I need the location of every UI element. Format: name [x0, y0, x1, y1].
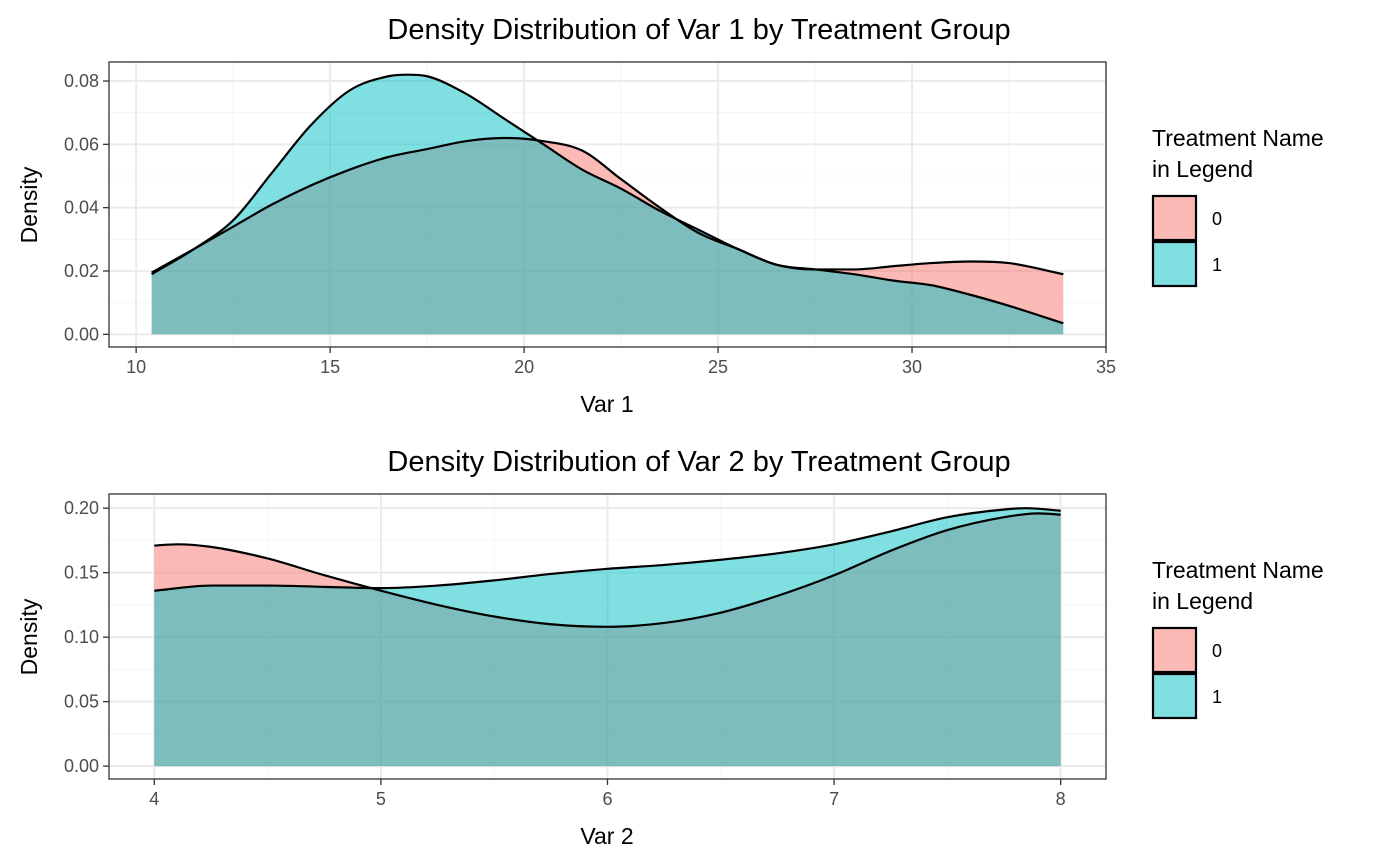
legend-title-line1-var1: Treatment Name	[1152, 125, 1324, 151]
y-tick-label: 0.15	[64, 563, 99, 583]
y-tick-label: 0.04	[64, 198, 99, 218]
axis-ticks-var1: 10 15 20 25 30 35 0.00 0.02 0.04 0.06 0.08	[64, 71, 1116, 377]
density-line-group-1	[154, 507, 1061, 592]
density-plot-var2: Density Distribution of Var 2 by Treatme…	[16, 446, 1324, 849]
x-tick-label: 8	[1056, 789, 1066, 809]
density-line-group-1	[151, 73, 1064, 325]
y-tick-label: 0.08	[64, 71, 99, 91]
y-tick-label: 0.05	[64, 692, 99, 712]
x-tick-label: 35	[1096, 357, 1116, 377]
x-tick-label: 15	[320, 357, 340, 377]
legend-key-group-1	[1151, 240, 1198, 288]
legend-label-group-1: 1	[1212, 687, 1222, 707]
axis-ticks-var2: 4 5 6 7 8 0.00 0.05 0.10 0.15 0.20	[64, 498, 1066, 809]
density-area-group-1	[154, 508, 1061, 767]
density-areas-var2	[154, 507, 1061, 767]
legend-label-group-0: 0	[1212, 641, 1222, 661]
x-tick-label: 4	[149, 789, 159, 809]
density-areas-var1	[151, 73, 1064, 335]
x-tick-label: 6	[602, 789, 612, 809]
y-tick-label: 0.06	[64, 134, 99, 154]
panel-border-var1	[108, 61, 1107, 348]
density-line-group-0	[151, 136, 1064, 276]
legend-key-group-1	[1151, 672, 1198, 720]
x-tick-label: 7	[829, 789, 839, 809]
legend-var1: Treatment Name in Legend 0 1	[1151, 125, 1324, 288]
legend-title-line2-var1: in Legend	[1152, 156, 1253, 182]
legend-key-group-0	[1151, 194, 1198, 242]
legend-var2: Treatment Name in Legend 0 1	[1151, 557, 1324, 720]
y-tick-label: 0.02	[64, 261, 99, 281]
legend-title-line2-var2: in Legend	[1152, 588, 1253, 614]
x-tick-label: 30	[902, 357, 922, 377]
legend-title-line1-var2: Treatment Name	[1152, 557, 1324, 583]
y-tick-label: 0.00	[64, 324, 99, 344]
x-tick-label: 5	[376, 789, 386, 809]
x-axis-title-var2: Var 2	[580, 823, 633, 849]
x-axis-title-var1: Var 1	[580, 391, 633, 417]
x-tick-label: 10	[126, 357, 146, 377]
density-plot-var1: Density Distribution of Var 1 by Treatme…	[16, 14, 1324, 417]
legend-label-group-1: 1	[1212, 255, 1222, 275]
plot-title-var2: Density Distribution of Var 2 by Treatme…	[387, 446, 1010, 478]
plot-title-var1: Density Distribution of Var 1 by Treatme…	[387, 14, 1010, 46]
legend-label-group-0: 0	[1212, 209, 1222, 229]
x-tick-label: 20	[514, 357, 534, 377]
density-line-group-0	[154, 512, 1061, 628]
y-axis-title-var2: Density	[16, 598, 42, 675]
y-tick-label: 0.20	[64, 498, 99, 518]
x-tick-label: 25	[708, 357, 728, 377]
y-tick-label: 0.10	[64, 627, 99, 647]
y-axis-title-var1: Density	[16, 166, 42, 243]
y-tick-label: 0.00	[64, 756, 99, 776]
legend-key-group-0	[1151, 626, 1198, 674]
density-area-group-1	[151, 74, 1064, 335]
